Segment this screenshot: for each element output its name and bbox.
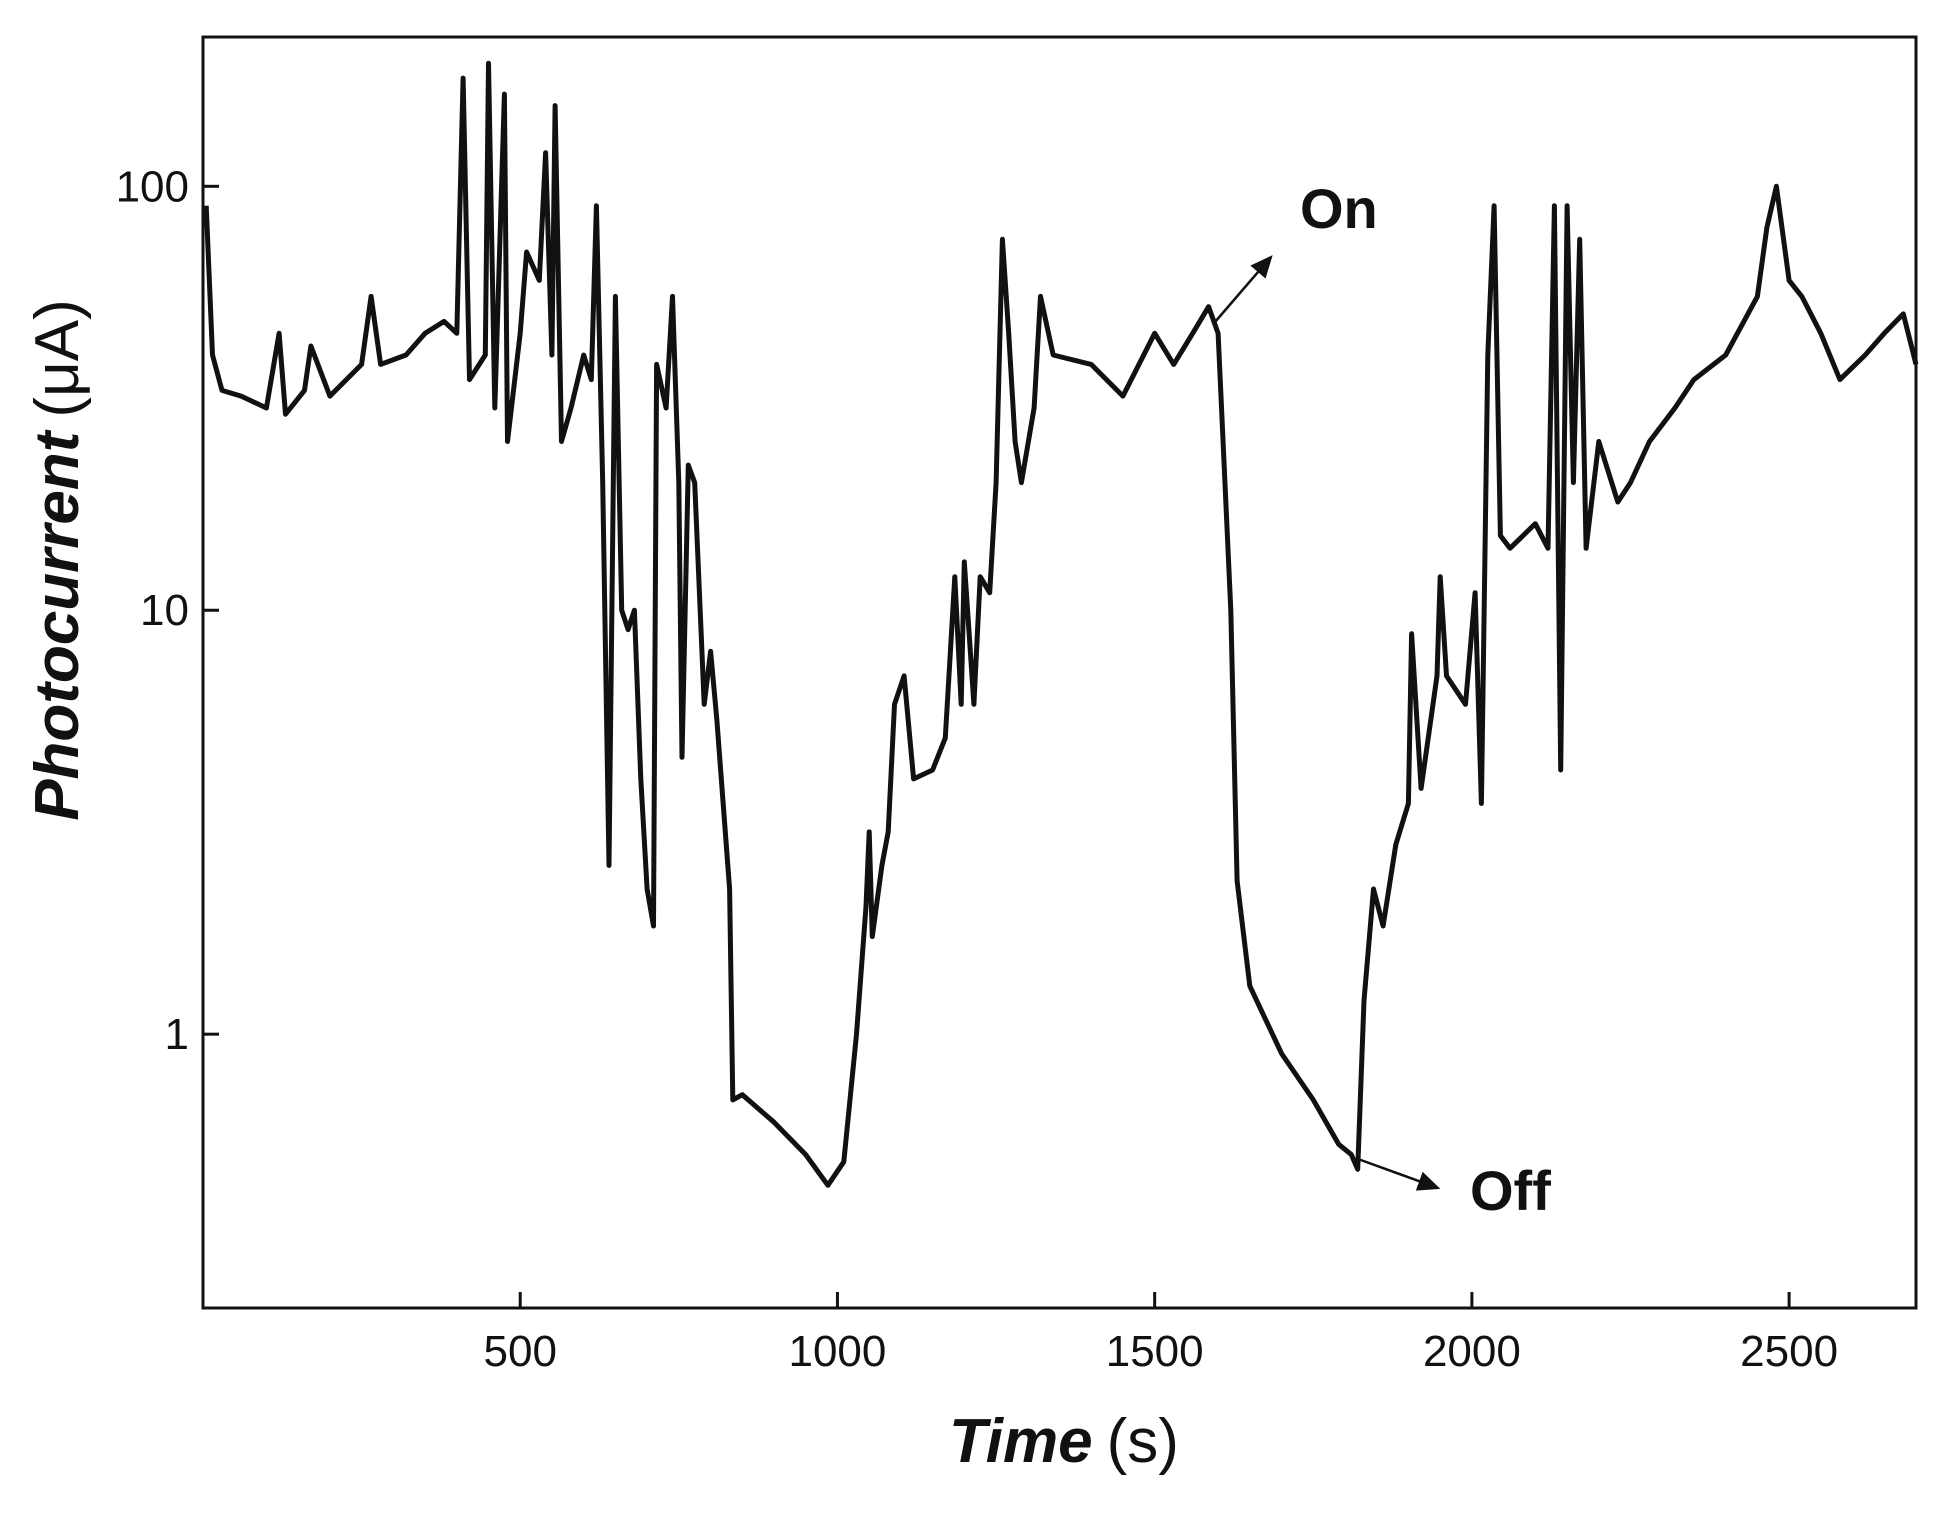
x-tick-label: 500 [484, 1327, 557, 1376]
x-tick-label: 2500 [1740, 1327, 1838, 1376]
x-label-text: Time [949, 1407, 1093, 1476]
x-label-unit: (s) [1107, 1407, 1179, 1476]
y-axis-label: Photocurrent (μA) [23, 299, 92, 821]
annotation-arrow [1357, 1157, 1441, 1191]
annotation: Off [1470, 1159, 1551, 1222]
x-tick-label: 1000 [788, 1327, 886, 1376]
annotation: On [1300, 177, 1378, 240]
x-axis-label: Time (s) [949, 1407, 1179, 1476]
y-tick-label: 1 [165, 1010, 189, 1059]
y-label-text: Photocurrent [23, 429, 92, 821]
y-tick-label: 10 [140, 586, 189, 635]
y-tick-label: 100 [116, 162, 189, 211]
x-tick-label: 1500 [1106, 1327, 1204, 1376]
y-label-unit: (μA) [23, 299, 92, 417]
x-tick-label: 2000 [1423, 1327, 1521, 1376]
plot-frame [201, 35, 1918, 1310]
data-line [203, 60, 1919, 1188]
annotation-arrow [1214, 255, 1273, 323]
